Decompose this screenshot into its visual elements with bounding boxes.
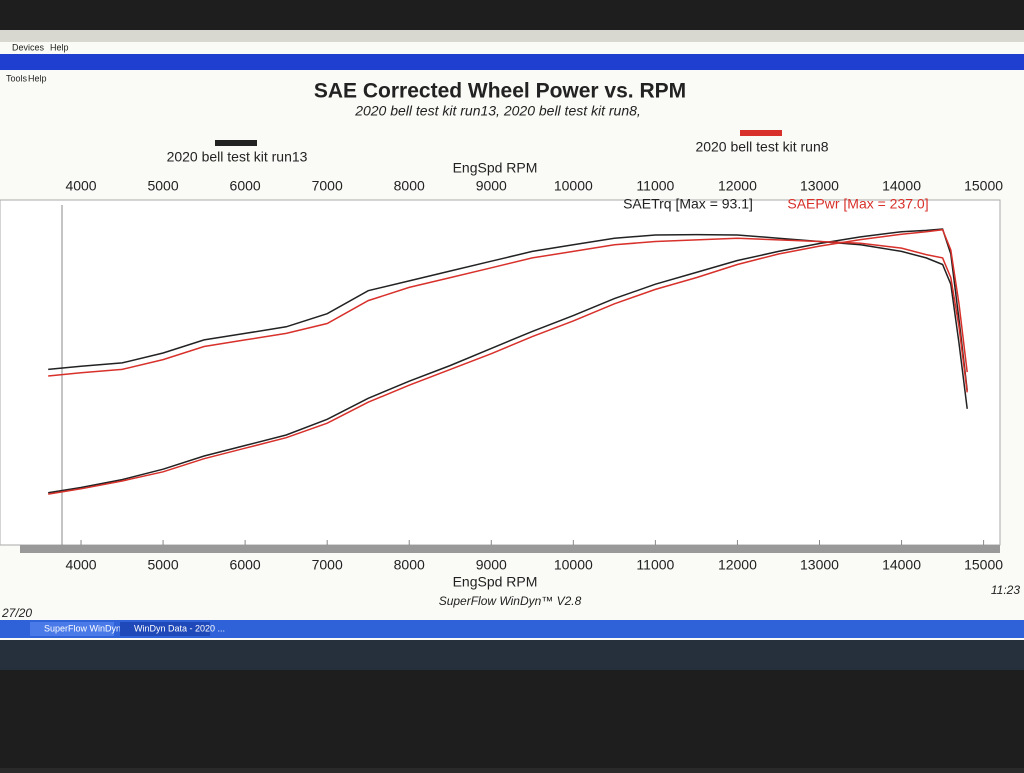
x-tick-label: 15000: [964, 178, 1003, 194]
torque-line: [48, 237, 968, 393]
x-tick-label: 14000: [882, 178, 921, 194]
footer: SuperFlow WinDyn™ V2.8: [439, 594, 582, 608]
x-tick-label: 4000: [65, 557, 96, 573]
task-button[interactable]: [30, 622, 114, 636]
os-taskbar: [0, 640, 1024, 670]
task-button[interactable]: [120, 622, 210, 636]
x-tick-label: 7000: [312, 557, 343, 573]
x-tick-label: 6000: [230, 178, 261, 194]
torque-line: [48, 233, 968, 409]
menu-bar: [0, 30, 1024, 42]
x-tick-label: 8000: [394, 557, 425, 573]
x-tick-label: 10000: [554, 178, 593, 194]
plot-area: [0, 199, 1001, 546]
annotation: SAEPwr [Max = 237.0]: [787, 196, 928, 212]
legend-label: 2020 bell test kit run13: [167, 149, 308, 165]
x-tick-label: 6000: [230, 557, 261, 573]
x-axis-label: EngSpd RPM: [453, 160, 538, 176]
x-tick-label: 4000: [65, 178, 96, 194]
x-tick-label: 11000: [636, 178, 674, 194]
task-label[interactable]: SuperFlow WinDyn - [...: [44, 623, 139, 633]
x-tick-label: 12000: [718, 178, 757, 194]
title-bar: [0, 54, 1024, 70]
menu-item[interactable]: Help: [28, 73, 47, 83]
power-line: [48, 228, 968, 495]
taskbar: [0, 620, 1024, 638]
x-tick-label: 13000: [800, 178, 839, 194]
x-tick-label: 9000: [476, 178, 507, 194]
legend-swatch: [740, 130, 782, 136]
x-tick-label: 15000: [964, 557, 1003, 573]
x-tick-label: 5000: [147, 178, 178, 194]
x-axis-label: EngSpd RPM: [453, 574, 538, 590]
date: 27/20: [1, 606, 32, 620]
x-tick-label: 8000: [394, 178, 425, 194]
task-label[interactable]: WinDyn Data - 2020 ...: [134, 623, 225, 633]
menu-item[interactable]: Help: [50, 42, 69, 52]
power-line: [48, 228, 968, 494]
clock: 11:23: [991, 583, 1020, 597]
x-tick-label: 13000: [800, 557, 839, 573]
x-tick-label: 14000: [882, 557, 921, 573]
x-tick-label: 5000: [147, 557, 178, 573]
menu-item[interactable]: Devices: [12, 42, 45, 52]
x-tick-label: 7000: [312, 178, 343, 194]
x-tick-label: 9000: [476, 557, 507, 573]
x-tick-label: 10000: [554, 557, 593, 573]
x-tick-label: 11000: [636, 557, 674, 573]
chart-title: SAE Corrected Wheel Power vs. RPM: [314, 80, 686, 103]
x-tick-label: 12000: [718, 557, 757, 573]
menu-item[interactable]: Tools: [6, 73, 28, 83]
plot-shadow: [20, 545, 1000, 553]
chart-subtitle: 2020 bell test kit run13, 2020 bell test…: [354, 103, 641, 119]
annotation: SAETrq [Max = 93.1]: [623, 196, 753, 212]
legend-swatch: [215, 140, 257, 146]
legend-label: 2020 bell test kit run8: [695, 139, 828, 155]
